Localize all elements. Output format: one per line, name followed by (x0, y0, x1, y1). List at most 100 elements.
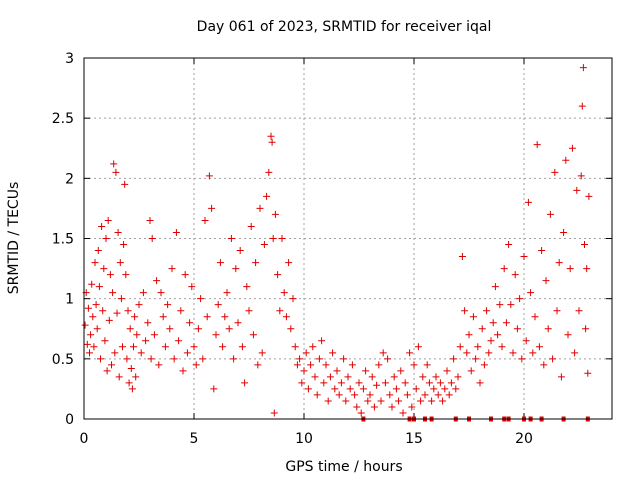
data-point (293, 361, 301, 369)
data-point (249, 331, 257, 339)
data-point (146, 216, 154, 224)
data-point (108, 361, 115, 369)
data-point (116, 259, 124, 267)
data-point (170, 355, 178, 363)
data-point (324, 397, 332, 405)
data-point (83, 340, 91, 348)
data-point (122, 271, 130, 279)
data-point (172, 228, 180, 236)
data-point (315, 355, 323, 363)
data-point (181, 271, 189, 279)
data-point (245, 307, 253, 315)
data-point (511, 271, 519, 279)
data-point (419, 373, 427, 381)
data-point (238, 343, 246, 351)
data-point (241, 379, 249, 387)
data-point (269, 235, 277, 242)
data-point (93, 325, 101, 333)
y-tick-label: 1 (65, 292, 74, 308)
data-point (210, 385, 218, 393)
data-point (494, 331, 502, 339)
y-tick-label: 0.5 (52, 352, 74, 368)
data-point (344, 373, 352, 381)
data-point (95, 283, 103, 291)
data-point (110, 160, 118, 168)
data-point (183, 349, 191, 357)
data-point (320, 379, 328, 387)
data-point (381, 379, 389, 387)
data-point (348, 361, 356, 369)
data-point (463, 349, 471, 357)
data-point (144, 319, 152, 327)
data-point (502, 319, 510, 327)
data-point (373, 381, 381, 389)
data-point (480, 361, 488, 369)
data-point (524, 198, 532, 206)
data-point (522, 337, 530, 345)
data-point (260, 241, 268, 249)
data-point (392, 385, 400, 393)
data-point (100, 265, 108, 273)
data-point (491, 283, 499, 291)
data-point (274, 271, 282, 279)
data-point (94, 247, 102, 255)
data-point (298, 379, 306, 387)
data-point (201, 216, 209, 224)
data-point (115, 373, 123, 381)
data-point (353, 403, 361, 411)
data-point (86, 349, 93, 357)
data-point (225, 325, 233, 333)
plot-area-frame (83, 57, 613, 420)
data-point (425, 379, 433, 387)
data-point (531, 313, 539, 321)
data-point (192, 361, 200, 369)
data-point (489, 319, 497, 327)
x-tick-label: 0 (80, 431, 89, 447)
data-point (111, 349, 119, 357)
data-point (304, 385, 312, 393)
data-point (302, 349, 310, 357)
data-point (243, 283, 251, 291)
data-point (329, 349, 337, 357)
data-point (177, 307, 185, 315)
data-point (282, 313, 290, 321)
data-point (147, 355, 155, 363)
data-point (92, 301, 100, 309)
data-point (132, 373, 140, 381)
data-point (139, 289, 147, 297)
data-point (157, 289, 165, 297)
data-point (311, 373, 319, 381)
data-point (234, 319, 242, 327)
data-point (236, 247, 244, 255)
data-point (263, 192, 271, 200)
data-point (542, 277, 550, 285)
data-point (562, 156, 570, 164)
y-tick-label: 2.5 (52, 111, 74, 127)
data-point (364, 397, 372, 405)
data-point (549, 355, 557, 363)
data-point (355, 379, 363, 387)
data-point (88, 280, 96, 288)
data-point (106, 271, 114, 279)
data-point (148, 235, 156, 242)
data-point (430, 385, 438, 393)
data-point (291, 343, 299, 351)
data-point (351, 391, 359, 399)
data-point (265, 168, 273, 176)
data-point (98, 222, 106, 230)
data-point (412, 385, 420, 393)
data-point (535, 343, 543, 351)
data-point (300, 367, 308, 375)
data-point (331, 385, 339, 393)
data-point (232, 265, 240, 273)
data-point (487, 337, 495, 345)
data-point (186, 319, 194, 327)
data-point (401, 379, 409, 387)
data-point (155, 361, 163, 369)
data-point (516, 295, 524, 303)
data-point (520, 253, 528, 261)
data-point (403, 391, 411, 399)
data-point (485, 349, 493, 357)
data-point (287, 325, 295, 333)
